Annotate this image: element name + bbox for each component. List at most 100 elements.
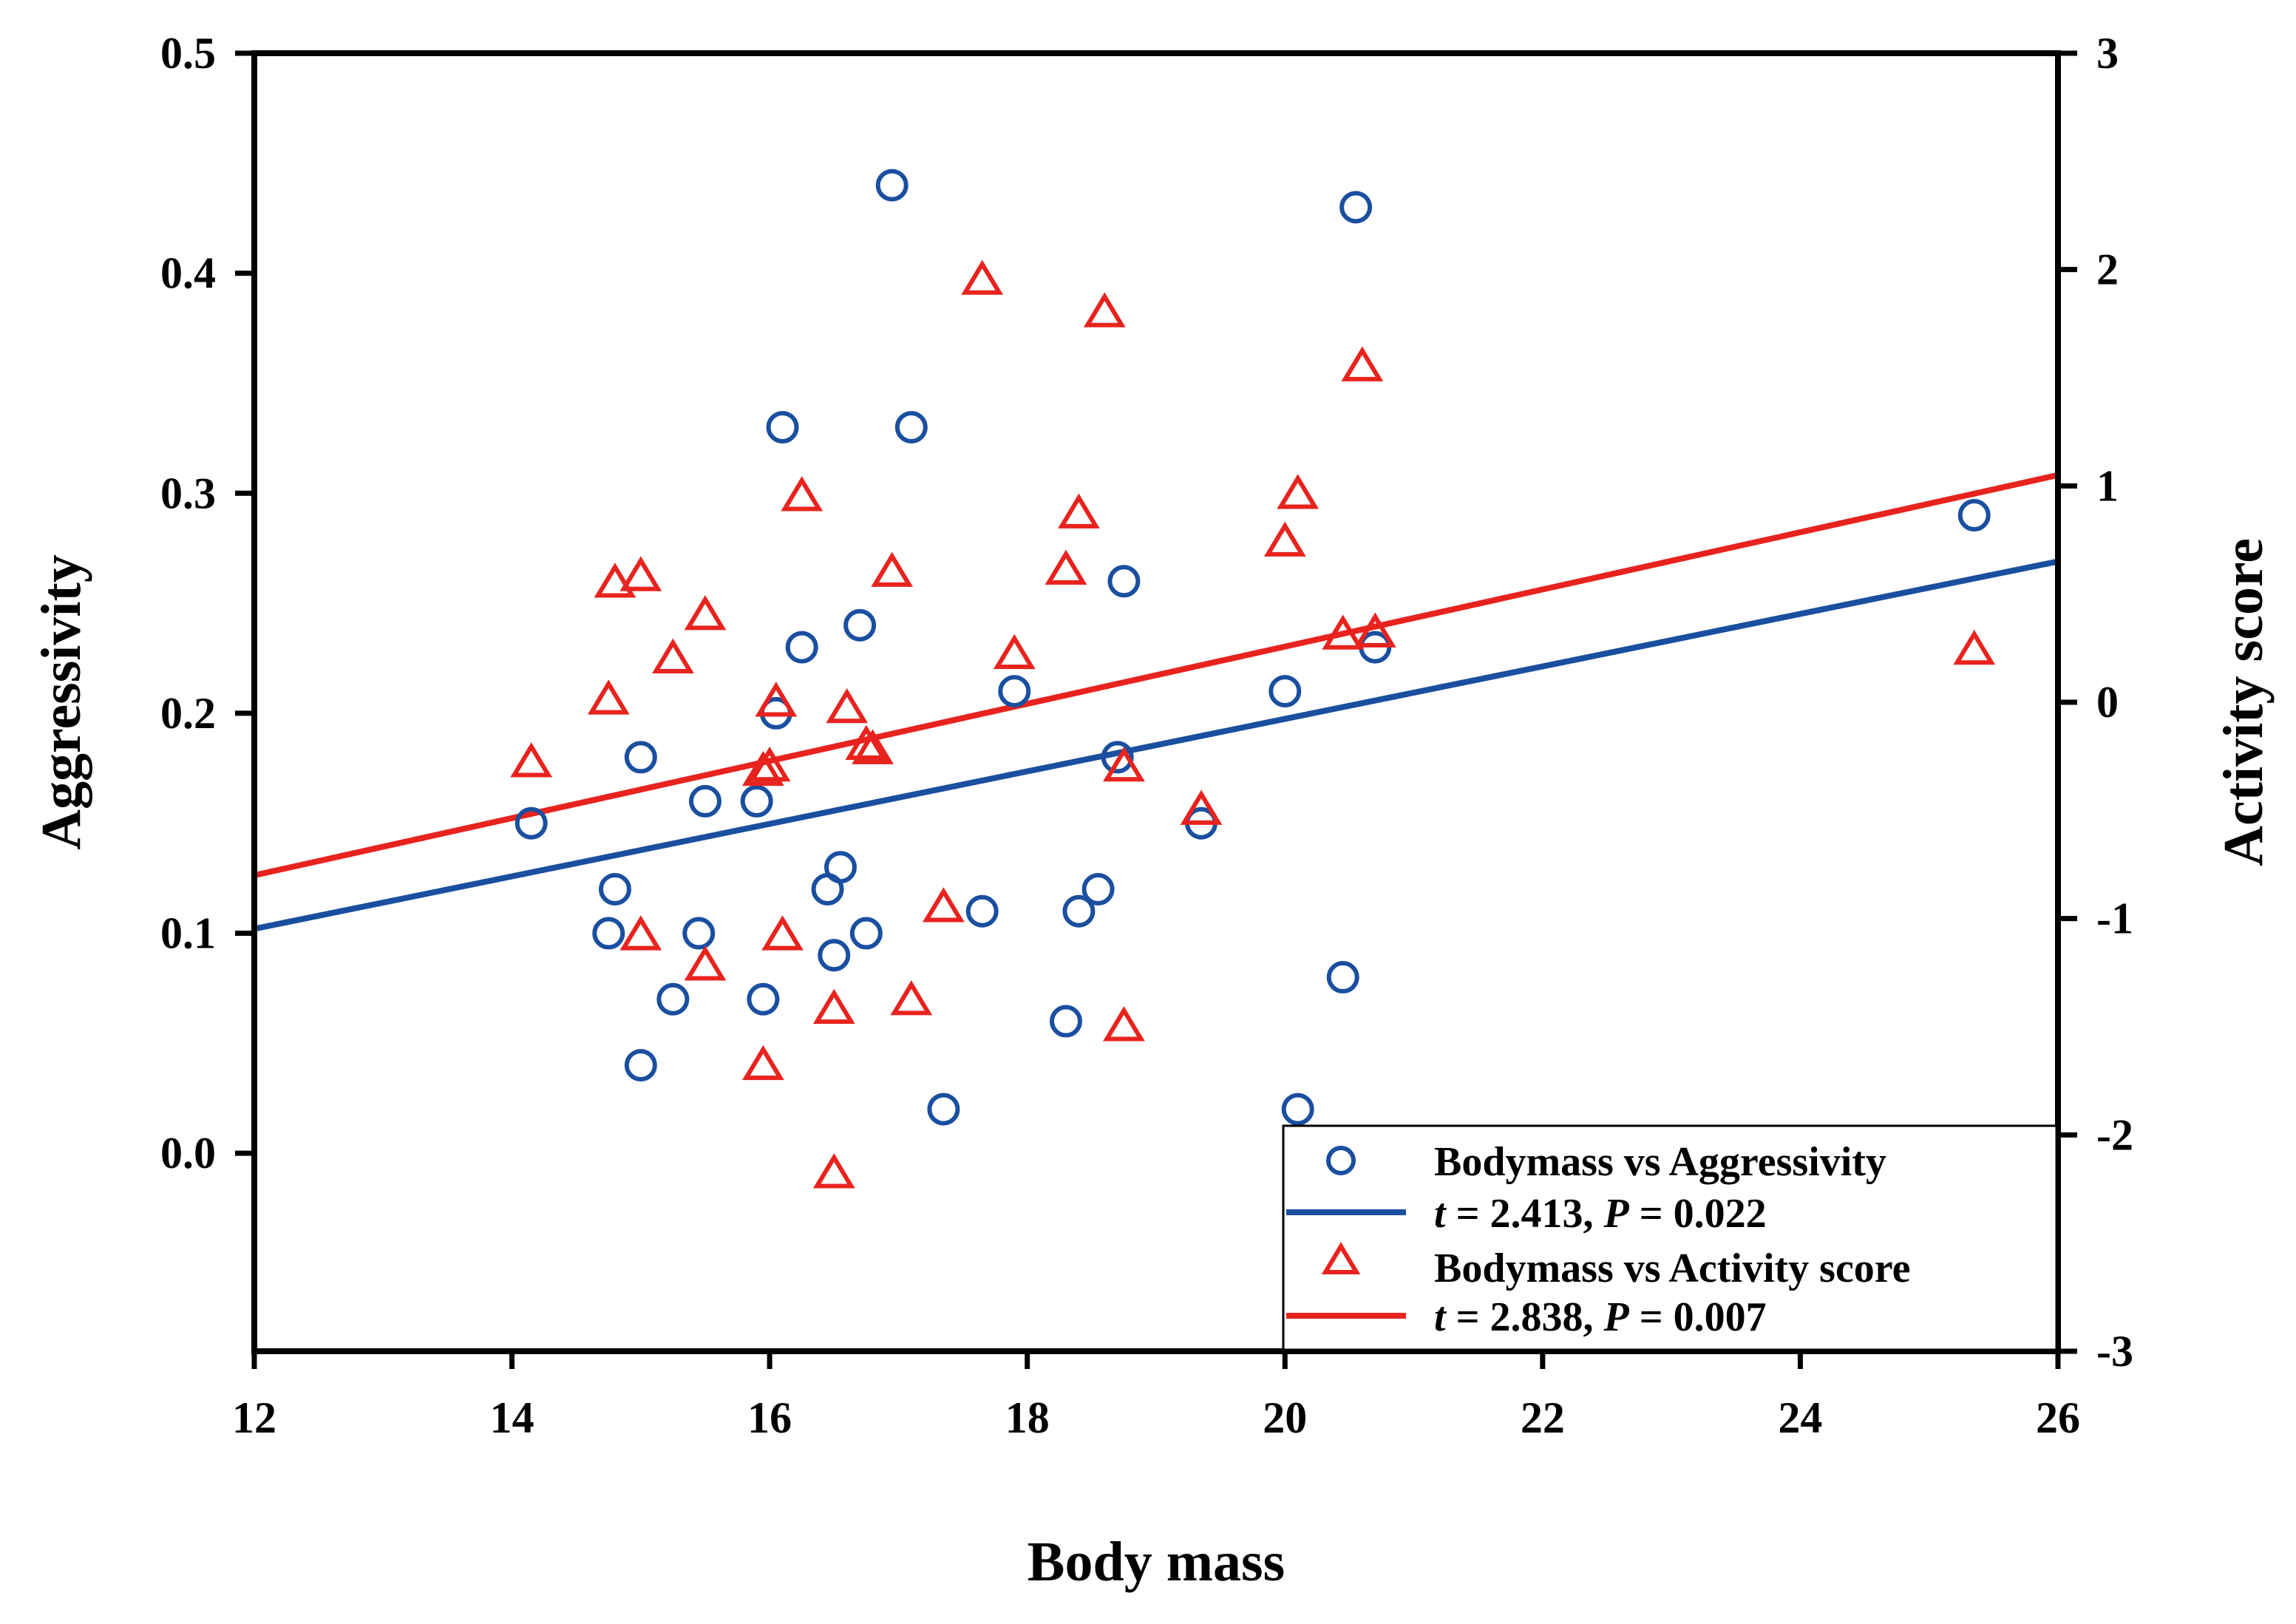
y-right-tick-label: -2	[2096, 1110, 2133, 1159]
activity-point	[890, 980, 933, 1016]
aggressivity-point	[875, 169, 908, 202]
legend-stat-activity-p-value: = 0.007	[1629, 1294, 1767, 1340]
activity-point	[852, 729, 894, 764]
activity-point	[594, 563, 636, 598]
aggressivity-point	[785, 631, 818, 664]
activity-point	[742, 750, 784, 786]
y-left-tick-label: 0.3	[160, 469, 216, 517]
legend-stat-aggressivity-t-value: = 2.413,	[1446, 1191, 1604, 1237]
aggressivity-point	[1050, 1005, 1082, 1038]
x-tick-label: 18	[1005, 1393, 1050, 1442]
x-axis-title: Body mass	[1028, 1531, 1285, 1593]
y-axis-right: -3 -2 -1 0 1 2 3	[2058, 29, 2133, 1376]
legend-stat-aggressivity: t = 2.413, P = 0.022	[1434, 1191, 1767, 1237]
activity-point	[781, 476, 823, 512]
x-axis: 12 14 16 18 20 22 24 26	[232, 1351, 2080, 1442]
aggressivity-point	[894, 410, 928, 444]
aggressivity-point	[927, 1093, 960, 1126]
y-right-tick-label: 2	[2096, 245, 2119, 294]
activity-point	[1045, 549, 1087, 585]
aggressivity-point	[843, 608, 877, 642]
activity-point	[1277, 474, 1319, 509]
x-tick-label: 14	[490, 1393, 534, 1442]
y-axis-left-title: Aggressivity	[30, 554, 92, 850]
aggressivity-point	[624, 741, 657, 774]
fit-line-aggressivity	[254, 558, 2059, 932]
x-tick-label: 20	[1263, 1393, 1307, 1442]
activity-point	[812, 1153, 855, 1189]
x-tick-label: 24	[1778, 1393, 1822, 1442]
activity-point	[1103, 1006, 1145, 1042]
activity-point	[1341, 346, 1384, 381]
legend-box	[1282, 1124, 2058, 1351]
activity-point	[812, 988, 855, 1025]
aggressivity-point	[740, 784, 773, 818]
activity-point	[684, 945, 727, 981]
y-axis-right-title: Activity score	[2212, 538, 2275, 866]
y-left-tick-label: 0.1	[160, 909, 216, 958]
activity-point	[1083, 292, 1126, 327]
aggressivity-point	[1326, 961, 1359, 994]
x-tick-label: 16	[747, 1393, 792, 1442]
legend-stat-activity: t = 2.838, P = 0.007	[1434, 1294, 1767, 1340]
aggressivity-point	[514, 806, 548, 840]
aggressivity-point	[849, 917, 883, 950]
aggressivity-point	[818, 939, 851, 972]
y-right-tick-label: 3	[2096, 29, 2119, 78]
aggressivity-point	[766, 410, 799, 444]
legend: Bodymass vs Aggressivity t = 2.413, P = …	[1282, 1124, 2058, 1351]
x-tick-label: 26	[2036, 1393, 2080, 1442]
activity-point	[742, 1044, 784, 1081]
y-left-tick-label: 0.5	[160, 29, 216, 78]
legend-stat-activity-t-value: = 2.838,	[1446, 1294, 1604, 1340]
aggressivity-point	[747, 982, 780, 1016]
aggressivity-point	[1101, 741, 1134, 774]
activity-point	[1103, 746, 1145, 782]
aggressivity-point	[1062, 894, 1096, 928]
y-right-tick-label: -1	[2096, 894, 2133, 943]
aggressivity-point	[1268, 675, 1302, 708]
activity-point	[1953, 629, 1996, 665]
legend-circle-marker	[1326, 1146, 1356, 1175]
activity-point	[1322, 614, 1365, 650]
activity-point	[761, 915, 804, 951]
activity-point	[845, 724, 888, 761]
x-tick-label: 12	[232, 1393, 276, 1442]
legend-stat-aggressivity-p-value: = 0.022	[1629, 1191, 1767, 1237]
activity-point	[871, 551, 914, 587]
y-left-tick-label: 0.4	[160, 249, 216, 298]
legend-triangle-marker	[1321, 1242, 1361, 1274]
activity-point	[961, 259, 1004, 295]
aggressivity-point	[682, 917, 716, 950]
aggressivity-point	[965, 894, 999, 928]
activity-point	[1263, 521, 1306, 557]
aggressivity-point	[1281, 1093, 1314, 1126]
activity-point	[1354, 612, 1396, 648]
activity-point	[652, 638, 694, 673]
legend-stat-aggressivity-p: P	[1603, 1191, 1629, 1237]
legend-stat-aggressivity-t: t	[1434, 1191, 1447, 1237]
activity-point	[619, 915, 662, 951]
aggressivity-point	[998, 675, 1031, 708]
aggressivity-point	[1339, 191, 1373, 224]
aggressivity-point	[656, 982, 690, 1016]
legend-label-aggressivity: Bodymass vs Aggressivity	[1434, 1139, 1886, 1185]
fit-line-activity	[254, 472, 2059, 879]
activity-point	[587, 679, 630, 715]
legend-stat-activity-t: t	[1434, 1294, 1447, 1340]
x-tick-label: 22	[1521, 1393, 1565, 1442]
y-axis-left: 0.0 0.1 0.2 0.3 0.4 0.5	[160, 29, 254, 1178]
activity-point	[826, 687, 869, 724]
activity-point	[684, 595, 727, 631]
activity-point	[510, 742, 553, 778]
aggressivity-point	[624, 1049, 657, 1082]
legend-label-activity: Bodymass vs Activity score	[1434, 1246, 1911, 1291]
y-right-tick-label: 1	[2096, 461, 2119, 510]
activity-point	[993, 633, 1036, 670]
aggressivity-point	[689, 784, 721, 818]
activity-point	[619, 556, 662, 591]
legend-stat-activity-p: P	[1603, 1294, 1629, 1340]
activity-point	[748, 746, 791, 782]
aggressivity-point	[592, 917, 625, 950]
